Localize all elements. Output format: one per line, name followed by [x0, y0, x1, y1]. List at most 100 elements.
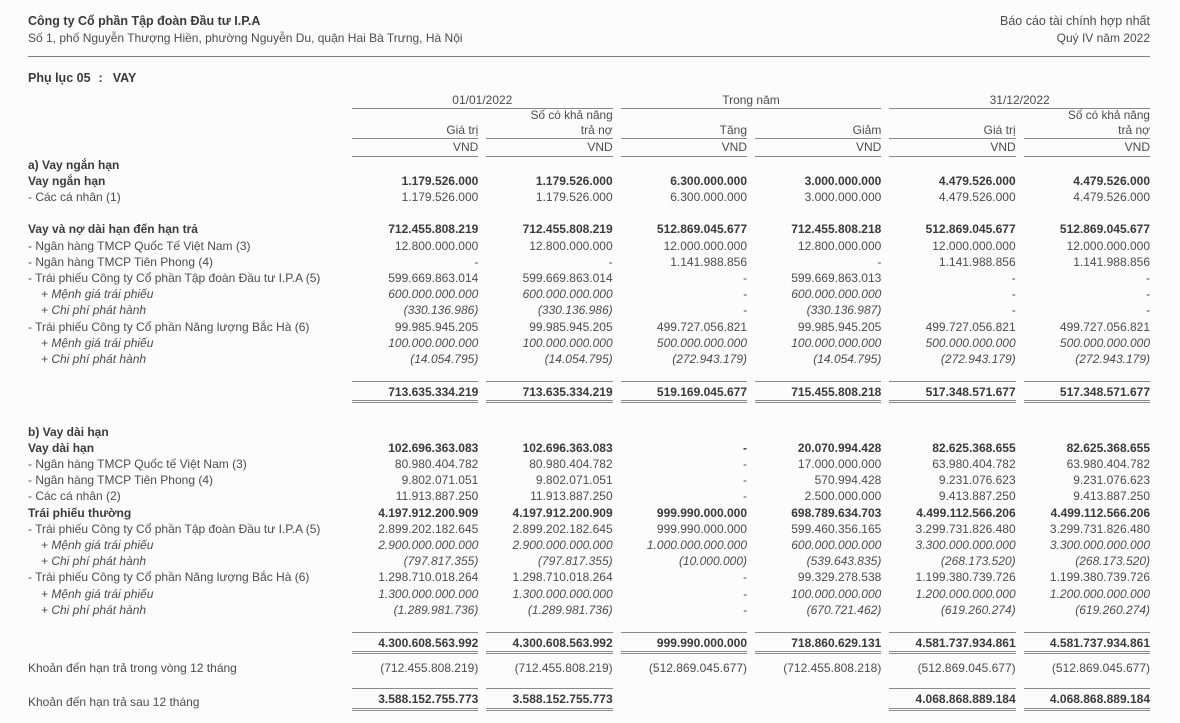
row-label: Vay ngắn hạn: [28, 173, 106, 188]
row-label: - Trái phiếu Công ty Cổ phần Tập đoàn Đầ…: [28, 521, 321, 536]
row-value: 600.000.000.000: [791, 287, 882, 302]
row-value: 9.802.071.051: [401, 473, 479, 488]
row-value: -: [1146, 287, 1150, 302]
row-value: 4.068.868.889.184: [889, 688, 1016, 711]
section-heading: a) Vay ngắn hạn: [28, 157, 120, 172]
row-value: 600.000.000.000: [791, 538, 882, 553]
row-value: (619.260.274): [1075, 602, 1150, 617]
table-row: - Ngân hàng TMCP Tiên Phong (4) - - 1.141.9…: [28, 254, 1150, 270]
row-label: + Chi phí phát hành: [41, 352, 147, 367]
row-value: 499.727.056.821: [656, 319, 747, 334]
table-row: + Chi phí phát hành (14.054.795) (14.054.7…: [28, 351, 1150, 367]
column-group-header: 01/01/2022: [352, 92, 613, 110]
column-header: Tăng: [620, 122, 747, 140]
row-value: -: [743, 586, 747, 601]
row-value: 4.479.526.000: [1073, 190, 1150, 205]
row-value: (14.054.795): [813, 352, 882, 367]
row-value: 4.068.868.889.184: [1023, 688, 1150, 711]
row-value: 4.479.526.000: [938, 173, 1016, 188]
table-row: Vay và nợ dài hạn đến hạn trả 712.455.808…: [28, 221, 1150, 237]
row-value: 3.299.731.826.480: [1049, 521, 1150, 536]
row-value: 4.197.912.200.909: [512, 505, 613, 520]
row-value: 3.588.152.755.773: [486, 688, 613, 711]
table-row: 713.635.334.219 713.635.334.219 519.169.04…: [28, 381, 1150, 404]
report-period: Quý IV năm 2022: [1056, 31, 1150, 45]
row-value: 9.802.071.051: [535, 473, 613, 488]
row-value: 2.900.000.000.000: [512, 538, 613, 553]
row-label: Khoản đến hạn trả sau 12 tháng: [28, 695, 200, 710]
row-label: - Ngân hàng TMCP Tiên Phong (4): [28, 473, 213, 488]
table-row: Vay ngắn hạn 1.179.526.000 1.179.526.000 6.…: [28, 173, 1150, 189]
table-row: - Ngân hàng TMCP Quốc tế Việt Nam (3) 80.…: [28, 456, 1150, 472]
row-value: 3.300.000.000.000: [1049, 538, 1150, 553]
column-header-top: Số có khả năng: [530, 108, 613, 123]
row-value: -: [1146, 303, 1150, 318]
report-block: Báo cáo tài chính hợp nhất Quý IV năm 20…: [1000, 12, 1150, 47]
row-value: -: [743, 602, 747, 617]
row-value: 698.789.634.703: [791, 505, 882, 520]
row-value: 599.460.356.165: [791, 521, 882, 536]
table-row: 01/01/2022 Trong năm 31/12/2022: [28, 92, 1150, 110]
row-value: 999.990.000.000: [656, 505, 747, 520]
row-value: -: [474, 254, 479, 269]
column-header: Giá trị: [352, 122, 479, 140]
row-label: + Mệnh giá trái phiếu: [41, 538, 154, 553]
table-row: Vay dài hạn 102.696.363.083 102.696.363.08…: [28, 440, 1150, 456]
company-block: Công ty Cổ phần Tập đoàn Đầu tư I.P.A Số…: [28, 12, 463, 47]
row-value: 4.499.112.566.206: [916, 505, 1016, 520]
row-value: 1.298.710.018.264: [512, 570, 613, 585]
row-value: 1.200.000.000.000: [1049, 586, 1150, 601]
row-label: Vay và nợ dài hạn đến hạn trả: [28, 222, 198, 237]
row-label: - Các cá nhân (1): [28, 190, 121, 205]
table-row: + Mệnh giá trái phiếu 2.900.000.000.000 2.…: [28, 537, 1150, 553]
row-value: 1.141.988.856: [1073, 254, 1150, 269]
document-header: Công ty Cổ phần Tập đoàn Đầu tư I.P.A Số…: [28, 12, 1150, 47]
row-value: (272.943.179): [1075, 352, 1150, 367]
row-value: 512.869.045.677: [1059, 222, 1150, 237]
table-row: + Mệnh giá trái phiếu 1.300.000.000.000 1.…: [28, 586, 1150, 602]
row-value: 100.000.000.000: [791, 586, 882, 601]
row-value: (10.000.000): [678, 554, 747, 569]
table-row: - Các cá nhân (1) 1.179.526.000 1.179.526.…: [28, 189, 1150, 205]
row-value: 999.990.000.000: [656, 521, 747, 536]
row-value: 99.985.945.205: [394, 319, 479, 334]
report-title: Báo cáo tài chính hợp nhất: [1000, 14, 1150, 28]
row-value: (330.136.986): [537, 303, 613, 318]
row-value: -: [743, 287, 747, 302]
table-row: b) Vay dài hạn: [28, 424, 1150, 440]
row-value: (539.643.835): [806, 554, 882, 569]
row-value: 517.348.571.677: [1023, 381, 1150, 404]
row-value: 12.000.000.000: [1066, 238, 1150, 253]
row-value: 1.300.000.000.000: [512, 586, 613, 601]
row-value: 715.455.808.218: [755, 381, 882, 404]
row-value: 500.000.000.000: [656, 335, 747, 350]
appendix-name: VAY: [112, 71, 137, 85]
column-header: Giảm: [755, 122, 882, 140]
column-unit: VND: [486, 139, 613, 157]
company-address: Số 1, phố Nguyễn Thượng Hiền, phường Ngu…: [28, 31, 463, 45]
row-value: 712.455.808.219: [522, 222, 613, 237]
row-value: 99.985.945.205: [529, 319, 613, 334]
row-value: -: [743, 303, 747, 318]
column-unit: VND: [620, 139, 747, 157]
row-value: 2.500.000.000: [804, 489, 882, 504]
row-value: 4.581.737.934.861: [1023, 632, 1150, 655]
row-value: 99.329.278.538: [797, 570, 882, 585]
row-value: 11.913.887.250: [395, 489, 479, 504]
row-value: (14.054.795): [544, 352, 613, 367]
column-header: Giá trị: [889, 122, 1016, 140]
column-unit: VND: [352, 139, 479, 157]
column-group-header: 31/12/2022: [889, 92, 1150, 110]
row-value: 500.000.000.000: [925, 335, 1016, 350]
row-value: -: [877, 254, 882, 269]
row-label: - Trái phiếu Công ty Cổ phần Năng lượng …: [28, 570, 310, 585]
row-label: Khoản đến hạn trả trong vòng 12 tháng: [28, 661, 237, 676]
row-label: + Chi phí phát hành: [41, 554, 147, 569]
row-value: 9.413.887.250: [938, 489, 1016, 504]
table-row: + Chi phí phát hành (1.289.981.736) (1.289…: [28, 602, 1150, 618]
row-label: Trái phiếu thường: [28, 505, 132, 520]
table-row: - Trái phiếu Công ty Cổ phần Năng lượng …: [28, 319, 1150, 335]
row-label: - Các cá nhân (2): [28, 489, 121, 504]
column-header: trả nợ: [486, 122, 613, 140]
table-row: Khoản đến hạn trả trong vòng 12 tháng (71…: [28, 660, 1150, 676]
